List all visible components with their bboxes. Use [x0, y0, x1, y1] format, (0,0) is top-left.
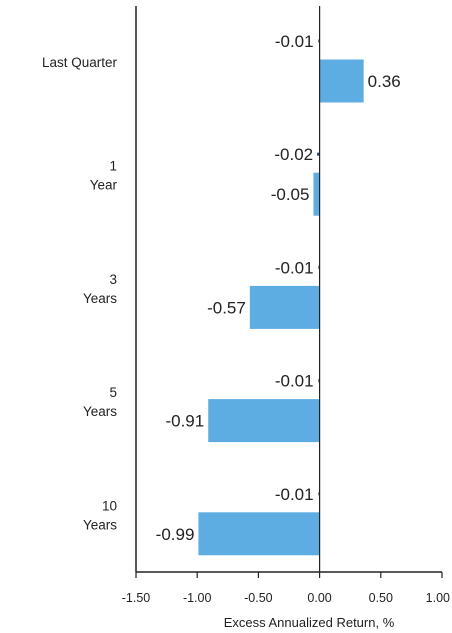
bar-series-2-cat-5	[198, 512, 320, 556]
data-label-series-2-cat-2: -0.05	[271, 185, 310, 204]
data-label-series-2-cat-1: 0.36	[368, 72, 401, 91]
category-label-3-line-1: 3	[109, 272, 117, 287]
x-ticks-group: -1.50 -1.00 -0.50 0.00 0.50 1.00	[122, 572, 450, 605]
x-tick-label-6: 1.00	[426, 591, 450, 605]
bar-series-1-cat-2	[317, 152, 320, 156]
category-label-2-line-1: 1	[109, 159, 117, 174]
bar-series-2-cat-2	[313, 172, 320, 216]
x-tick-label-4: 0.00	[307, 591, 331, 605]
bar-series-2-cat-1	[319, 59, 364, 103]
category-label-4-line-1: 5	[109, 385, 117, 400]
category-label-5-line-2: Years	[83, 517, 117, 532]
data-label-series-1-cat-1: -0.01	[275, 32, 314, 51]
data-label-series-1-cat-4: -0.01	[275, 372, 314, 391]
bars-group	[198, 39, 364, 556]
data-label-series-1-cat-3: -0.01	[275, 258, 314, 277]
category-label-3-line-2: Years	[83, 291, 117, 306]
data-label-series-1-cat-2: -0.02	[274, 145, 313, 164]
data-label-series-2-cat-5: -0.99	[156, 525, 195, 544]
category-labels-group: Last Quarter 1 Year 3 Years 5 Years 10 Years	[42, 55, 118, 532]
category-label-1-line-1: Last Quarter	[42, 55, 118, 70]
data-label-series-2-cat-4: -0.91	[165, 412, 204, 431]
category-label-5-line-1: 10	[102, 498, 117, 513]
x-axis-title: Excess Annualized Return, %	[224, 615, 395, 630]
x-tick-label-2: -1.00	[183, 591, 212, 605]
x-tick-label-5: 0.50	[369, 591, 393, 605]
x-tick-label-1: -1.50	[122, 591, 151, 605]
data-label-series-2-cat-3: -0.57	[207, 298, 246, 317]
data-label-series-1-cat-5: -0.01	[275, 485, 314, 504]
bar-series-2-cat-4	[208, 399, 320, 443]
bar-series-2-cat-3	[249, 285, 320, 329]
data-labels-group: -0.01 0.36 -0.02 -0.05 -0.01 -0.57 -0.01 -0.91 -…	[156, 32, 401, 544]
category-label-4-line-2: Years	[83, 404, 117, 419]
x-tick-label-3: -0.50	[244, 591, 273, 605]
category-label-2-line-2: Year	[90, 178, 118, 193]
